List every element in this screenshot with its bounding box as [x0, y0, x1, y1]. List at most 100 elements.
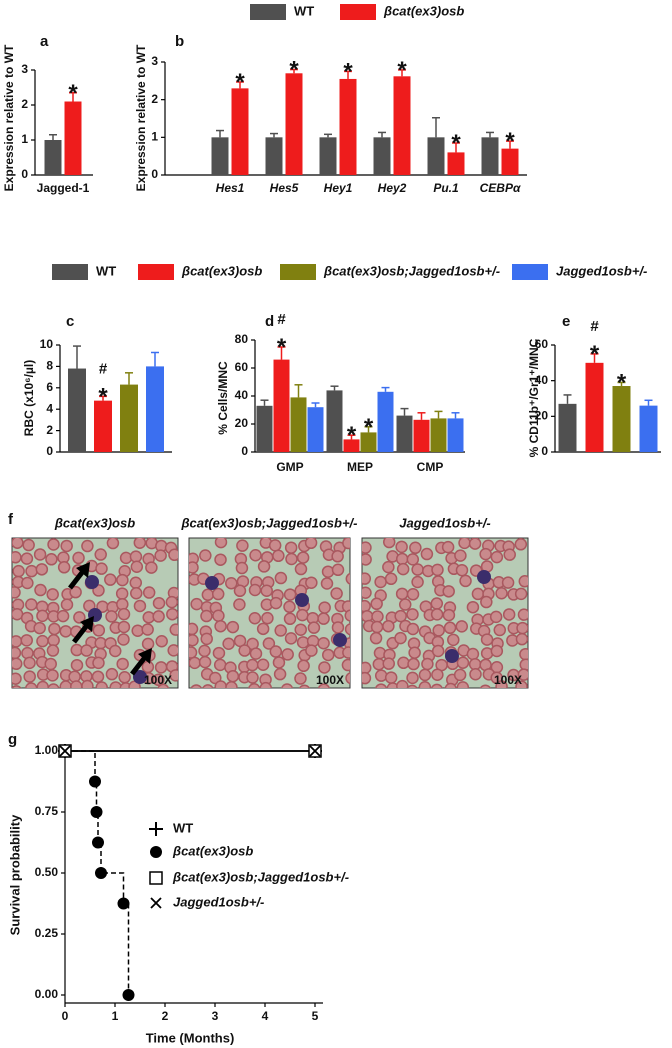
red-cell	[396, 562, 410, 576]
red-cell	[154, 549, 167, 562]
legend-label: βcat(ex3)osb	[172, 843, 253, 858]
y-tick-label: 1	[21, 132, 28, 146]
red-cell	[395, 552, 409, 566]
red-cell	[133, 599, 147, 613]
red-cell	[80, 644, 93, 657]
significance-mark: *	[364, 414, 374, 441]
red-cell	[222, 637, 235, 651]
red-cell	[274, 571, 288, 585]
red-cell	[466, 647, 480, 661]
red-cell	[362, 572, 372, 585]
red-cell	[396, 679, 409, 688]
red-cell	[514, 538, 528, 551]
significance-mark: *	[289, 57, 299, 84]
red-cell	[47, 634, 60, 647]
red-cell	[69, 585, 82, 599]
red-cell	[214, 619, 227, 633]
red-cell	[57, 561, 71, 574]
red-cell	[115, 587, 129, 600]
legend-swatch	[512, 264, 548, 280]
red-cell	[273, 667, 287, 681]
white-cell	[85, 575, 99, 589]
red-cell	[165, 595, 178, 609]
red-cell	[34, 583, 47, 597]
red-cell	[514, 587, 528, 601]
significance-mark: *	[617, 369, 627, 396]
red-cell	[142, 586, 156, 599]
legend-label: βcat(ex3)osb	[383, 3, 464, 18]
x-tick-label: CEBPα	[480, 181, 521, 195]
red-cell	[106, 538, 120, 550]
red-cell	[198, 655, 212, 669]
bar	[501, 148, 519, 175]
y-axis-label: RBC (x10⁶/µl)	[22, 360, 36, 436]
red-cell	[129, 550, 143, 563]
legend-label: βcat(ex3)osb	[181, 263, 262, 278]
red-cell	[81, 679, 94, 688]
y-tick-label: 20	[235, 416, 249, 430]
x-tick-label: 5	[312, 1009, 319, 1023]
red-cell	[272, 656, 286, 669]
legend-label: WT	[96, 263, 116, 278]
red-cell	[12, 685, 22, 688]
red-cell	[261, 611, 274, 625]
red-cell	[109, 681, 122, 688]
bar	[585, 362, 604, 452]
red-cell	[235, 561, 249, 575]
red-cell	[296, 608, 309, 622]
red-cell	[56, 609, 70, 623]
red-cell	[116, 573, 129, 587]
bar	[447, 418, 464, 452]
y-tick-label: 80	[235, 332, 249, 346]
red-cell	[317, 636, 330, 650]
legend-marker	[150, 846, 162, 858]
red-cell	[382, 560, 395, 574]
marker	[89, 775, 101, 788]
bar	[231, 88, 249, 175]
red-cell	[515, 680, 528, 688]
red-cell	[342, 646, 350, 659]
red-cell	[154, 661, 168, 674]
bar	[94, 400, 112, 452]
bar	[373, 137, 391, 175]
bar	[273, 359, 290, 452]
legend-label: βcat(ex3)osb;Jagged1osb+/-	[323, 263, 500, 278]
image-caption: βcat(ex3)osb;Jagged1osb+/-	[180, 515, 357, 530]
red-cell	[411, 575, 424, 589]
red-cell	[459, 574, 472, 588]
red-cell	[59, 680, 73, 688]
bar	[396, 415, 413, 452]
marker	[117, 897, 130, 910]
red-cell	[92, 656, 105, 670]
red-cell	[421, 657, 434, 671]
bar	[326, 390, 343, 452]
red-cell	[489, 610, 503, 624]
legend-swatch	[138, 264, 174, 280]
significance-mark: *	[590, 341, 600, 368]
red-cell	[200, 609, 213, 623]
x-tick-label: Hey1	[324, 181, 353, 195]
white-cell	[133, 670, 147, 684]
white-cell	[295, 593, 309, 607]
legend-swatch	[340, 4, 376, 20]
x-tick-label: Pu.1	[433, 181, 459, 195]
bar	[377, 391, 394, 452]
y-tick-label: 0	[541, 444, 548, 458]
significance-mark: *	[68, 80, 78, 107]
red-cell	[25, 598, 38, 611]
y-axis-label: % CD11b⁺/Gr1⁺/MNC	[527, 338, 541, 457]
x-tick-label: 3	[212, 1009, 219, 1023]
significance-mark: #	[99, 360, 108, 377]
red-cell	[169, 669, 178, 682]
red-cell	[444, 682, 457, 688]
red-cell	[317, 683, 330, 688]
red-cell	[517, 608, 528, 621]
white-cell	[477, 570, 491, 584]
panel-letter: e	[562, 313, 570, 330]
red-cell	[202, 684, 214, 688]
bar	[393, 76, 411, 175]
red-cell	[320, 577, 334, 590]
red-cell	[296, 551, 310, 564]
red-cell	[362, 541, 372, 554]
red-cell	[362, 586, 372, 599]
